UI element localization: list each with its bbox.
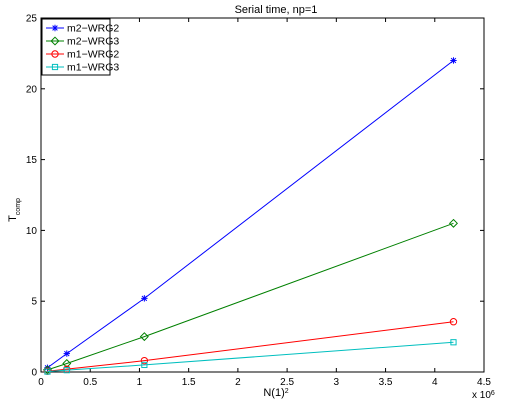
data-point-square <box>141 361 148 369</box>
data-point-circle <box>140 356 149 365</box>
x-tick-label: 2.5 <box>280 377 294 388</box>
series-line <box>47 222 454 371</box>
legend-label: m2−WRG3 <box>67 36 119 48</box>
legend-item: m1−WRG2 <box>46 49 119 61</box>
data-point-asterisk <box>450 57 457 64</box>
x-axis-multiplier: x 106 <box>472 390 495 402</box>
legend-item: m2−WRG3 <box>46 36 119 48</box>
data-point-diamond <box>139 332 149 342</box>
x-tick-label: 0 <box>38 377 44 388</box>
y-tick-label: 0 <box>31 368 37 379</box>
series-line <box>47 60 454 369</box>
x-axis-multiplier-sup: 6 <box>491 390 495 397</box>
asterisk-stroke <box>52 25 58 31</box>
x-axis-label-main: N(1) <box>263 387 284 399</box>
data-point-asterisk <box>141 295 148 302</box>
chart-title: Serial time, np=1 <box>235 4 318 16</box>
series-m1-wrg3 <box>44 339 457 375</box>
asterisk-stroke <box>64 350 70 357</box>
x-tick-label: 3 <box>334 377 340 388</box>
y-tick-label: 5 <box>31 297 37 308</box>
legend-item: m2−WRG2 <box>46 23 119 35</box>
y-axis-label-main: T <box>7 215 19 222</box>
x-tick-label: 1 <box>137 377 143 388</box>
asterisk-stroke <box>450 57 457 64</box>
y-tick-label: 10 <box>26 226 38 237</box>
y-axis-label: Tcomp <box>7 198 22 222</box>
data-point-square <box>63 367 70 374</box>
plot-frame <box>40 17 485 373</box>
legend-label: m1−WRG2 <box>67 49 119 61</box>
data-point-square <box>51 63 59 71</box>
series-line <box>47 341 454 373</box>
series-layer <box>42 57 458 375</box>
data-point-asterisk <box>51 24 59 32</box>
legend-label: m1−WRG3 <box>67 62 119 74</box>
x-tick-label: 4.5 <box>477 377 491 388</box>
x-tick-label: 0.5 <box>83 377 97 388</box>
plot-area <box>40 17 485 373</box>
legend-item: m1−WRG3 <box>46 62 119 74</box>
x-axis-multiplier-main: x 10 <box>472 390 491 401</box>
x-tick-label: 2 <box>235 377 241 388</box>
data-point-square <box>450 339 457 346</box>
x-tick-label: 3.5 <box>379 377 393 388</box>
y-tick-label: 25 <box>26 14 38 25</box>
legend-label: m2−WRG2 <box>67 23 119 35</box>
y-axis-label-sub: comp <box>15 198 22 215</box>
asterisk-stroke <box>141 295 148 302</box>
series-line <box>47 321 454 372</box>
x-tick-label: 4 <box>432 377 438 388</box>
y-axis: 0 5 10 15 20 25 <box>26 14 484 379</box>
data-point-square <box>44 368 51 375</box>
x-axis-label: N(1)2 <box>263 387 288 399</box>
data-point-circle <box>51 50 59 58</box>
y-tick-label: 15 <box>26 155 38 166</box>
x-tick-label: 1.5 <box>182 377 196 388</box>
x-axis-label-sup: 2 <box>285 388 289 395</box>
data-point-asterisk <box>63 350 70 357</box>
data-point-diamond <box>448 218 458 228</box>
data-point-circle <box>449 318 458 326</box>
y-tick-label: 20 <box>26 84 38 95</box>
data-point-diamond <box>50 36 60 46</box>
